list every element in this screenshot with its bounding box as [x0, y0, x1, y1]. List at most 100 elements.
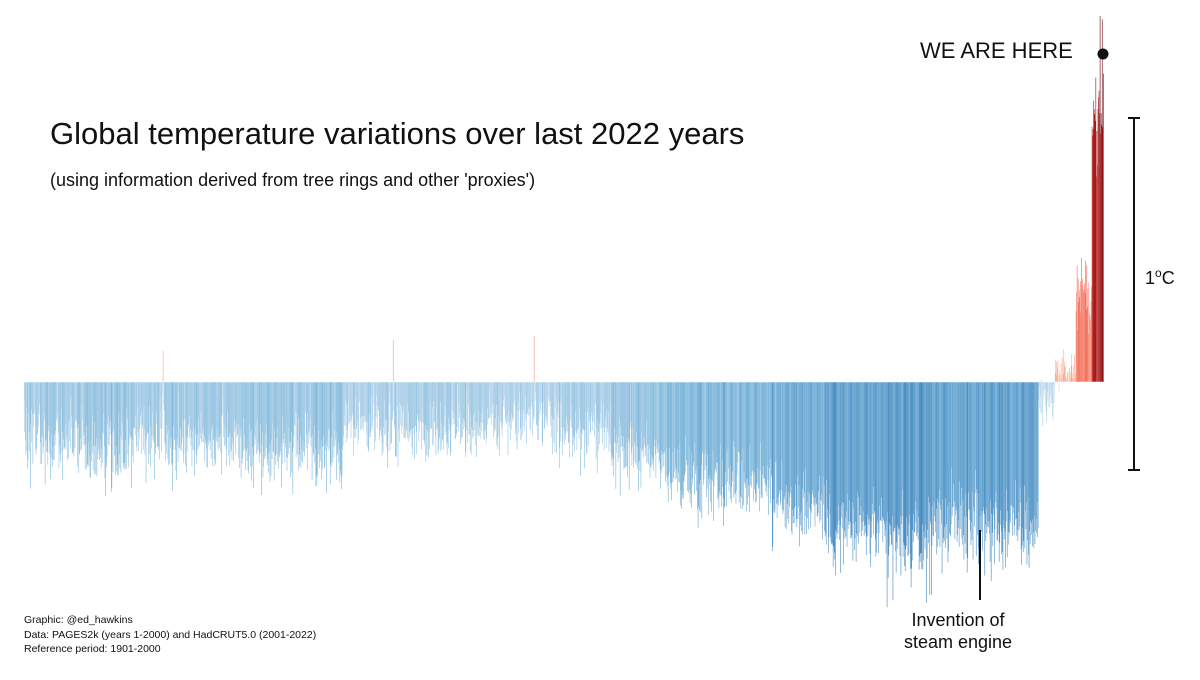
year-bar [907, 382, 908, 536]
year-bar [315, 382, 317, 487]
year-bar [245, 382, 247, 449]
year-bar [1034, 382, 1035, 516]
year-bar [395, 382, 396, 458]
year-bar [561, 382, 562, 399]
year-bar [1073, 366, 1074, 382]
year-bar [650, 382, 651, 467]
year-bar [842, 382, 844, 529]
year-bar [25, 382, 26, 441]
year-bar [529, 382, 530, 409]
year-bar [940, 382, 941, 506]
year-bar [115, 382, 116, 475]
year-bar [550, 382, 552, 426]
year-bar [491, 382, 492, 426]
year-bar [434, 382, 435, 424]
year-bar [844, 382, 846, 539]
year-bar [51, 382, 53, 460]
year-bar [346, 382, 348, 404]
year-bar [368, 382, 370, 438]
year-bar [96, 382, 97, 439]
year-bar [186, 382, 187, 473]
year-bar [1048, 382, 1049, 384]
year-bar [294, 382, 295, 425]
year-bar [570, 382, 571, 419]
year-bar [648, 382, 649, 465]
year-bar [993, 382, 994, 509]
year-bar [121, 382, 122, 420]
year-bar [1079, 297, 1081, 382]
year-bar [191, 382, 192, 438]
year-bar [48, 382, 50, 427]
year-bar [33, 382, 34, 428]
year-bar [46, 382, 48, 452]
year-bar [623, 382, 624, 437]
year-bar [485, 382, 486, 430]
year-bar [436, 382, 437, 406]
year-bar [697, 382, 698, 509]
year-bar [1009, 382, 1011, 521]
year-bar [1091, 286, 1092, 382]
year-bar [164, 382, 166, 443]
year-bar [172, 382, 174, 491]
year-bar [568, 382, 570, 443]
year-bar [261, 382, 262, 495]
year-bar [889, 382, 891, 526]
year-bar [136, 382, 137, 447]
year-bar [239, 382, 241, 428]
year-bar [494, 382, 495, 433]
year-bar [953, 382, 955, 507]
year-bar [607, 382, 609, 433]
year-bar [892, 382, 894, 601]
year-bar [524, 382, 526, 397]
year-bar [718, 382, 720, 509]
year-bar [397, 382, 399, 467]
year-bar [363, 382, 364, 431]
year-bar [943, 382, 945, 542]
year-bar [367, 382, 368, 422]
year-bar [476, 382, 477, 458]
year-bar [935, 382, 937, 509]
year-bar [948, 382, 949, 552]
year-bar [148, 382, 150, 407]
year-bar [768, 382, 770, 489]
year-bar [591, 382, 592, 417]
year-bar [369, 382, 371, 415]
year-bar [998, 382, 1000, 562]
year-bar [967, 382, 969, 510]
year-bar [286, 382, 287, 458]
year-bar [712, 382, 713, 482]
year-bar [136, 382, 138, 452]
year-bar [108, 382, 110, 447]
year-bar [849, 382, 851, 523]
year-bar [342, 382, 343, 449]
year-bar [468, 382, 469, 405]
year-bar [296, 382, 297, 415]
year-bar [58, 382, 59, 433]
year-bar [969, 382, 971, 520]
year-bar [832, 382, 834, 567]
year-bar [348, 382, 350, 425]
year-bar [550, 382, 552, 437]
year-bar [435, 382, 436, 437]
year-bar [472, 382, 474, 439]
year-bar [334, 382, 335, 430]
year-bar [873, 382, 875, 535]
year-bar [522, 382, 523, 435]
year-bar [614, 382, 616, 444]
year-bar [1040, 382, 1041, 397]
year-bar [786, 382, 787, 486]
year-bar [1053, 382, 1055, 403]
year-bar [792, 382, 793, 510]
year-bar [427, 382, 429, 456]
year-bar [153, 382, 154, 438]
year-bar [301, 382, 302, 449]
year-bar [1019, 382, 1020, 527]
year-bar [46, 382, 48, 452]
year-bar [693, 382, 695, 463]
year-bar [709, 382, 711, 476]
year-bar [579, 382, 581, 421]
year-bar [52, 382, 53, 467]
year-bar [254, 382, 256, 445]
year-bar [882, 382, 884, 542]
year-bar [84, 382, 86, 469]
